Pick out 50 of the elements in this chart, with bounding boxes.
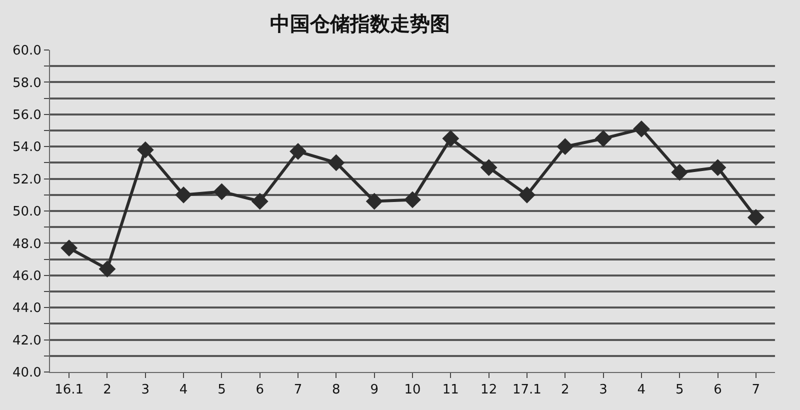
- point: [290, 142, 306, 160]
- x-tick-label: 10: [404, 382, 421, 398]
- y-tick-label: 42.0: [12, 333, 42, 348]
- x-tick-label: 5: [675, 382, 684, 398]
- y-tick-label: 40.0: [12, 366, 42, 381]
- point: [251, 192, 268, 210]
- point: [404, 191, 421, 208]
- y-tick-label: 56.0: [12, 108, 42, 123]
- point: [98, 260, 116, 278]
- point: [136, 141, 154, 158]
- point: [175, 186, 192, 204]
- point: [442, 130, 460, 147]
- y-tick-label: 44.0: [12, 301, 42, 316]
- y-tick-label: 60.0: [12, 44, 42, 59]
- x-tick-label: 17.1: [512, 382, 542, 398]
- y-tick-label: 58.0: [12, 76, 42, 91]
- y-tick-label: 54.0: [12, 140, 42, 156]
- x-tick-label: 3: [141, 382, 150, 398]
- x-tick-label: 11: [442, 382, 459, 398]
- point: [671, 164, 688, 181]
- x-tick-label: 12: [480, 382, 498, 398]
- point: [480, 159, 498, 176]
- x-tick-label: 2: [103, 382, 112, 398]
- point: [366, 192, 383, 210]
- x-tick-label: 9: [370, 382, 378, 398]
- x-tick-label: 7: [294, 382, 302, 398]
- y-tick-label: 46.0: [12, 268, 42, 284]
- x-tick-label: 4: [179, 382, 188, 398]
- x-tick-label: 8: [332, 382, 340, 398]
- point: [747, 208, 764, 226]
- x-tick-label: 6: [714, 382, 722, 398]
- x-tick-label: 5: [218, 382, 226, 398]
- x-tick-label: 7: [752, 382, 760, 398]
- y-tick-label: 52.0: [12, 172, 42, 188]
- point: [709, 159, 726, 176]
- x-tick-label: 3: [599, 382, 608, 398]
- point: [594, 130, 612, 147]
- y-tick-label: 48.0: [12, 236, 42, 252]
- point: [556, 138, 574, 156]
- point: [328, 154, 345, 172]
- point: [60, 240, 78, 256]
- point: [518, 186, 536, 204]
- x-tick-label: 16.1: [54, 382, 84, 398]
- y-tick-label: 50.0: [12, 204, 42, 220]
- x-tick-label: 4: [637, 382, 646, 398]
- x-tick-label: 2: [560, 382, 570, 398]
- point: [213, 183, 230, 200]
- x-tick-label: 6: [256, 382, 264, 398]
- chart-title: 中国仓储指数走势图: [270, 11, 450, 36]
- point: [633, 120, 650, 138]
